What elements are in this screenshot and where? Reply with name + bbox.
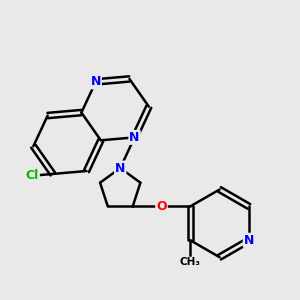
Text: N: N	[91, 75, 101, 88]
Text: N: N	[115, 162, 125, 175]
Text: Cl: Cl	[26, 169, 39, 182]
Text: N: N	[244, 234, 254, 247]
Text: O: O	[156, 200, 167, 213]
Text: CH₃: CH₃	[180, 257, 201, 267]
Text: N: N	[129, 131, 140, 144]
